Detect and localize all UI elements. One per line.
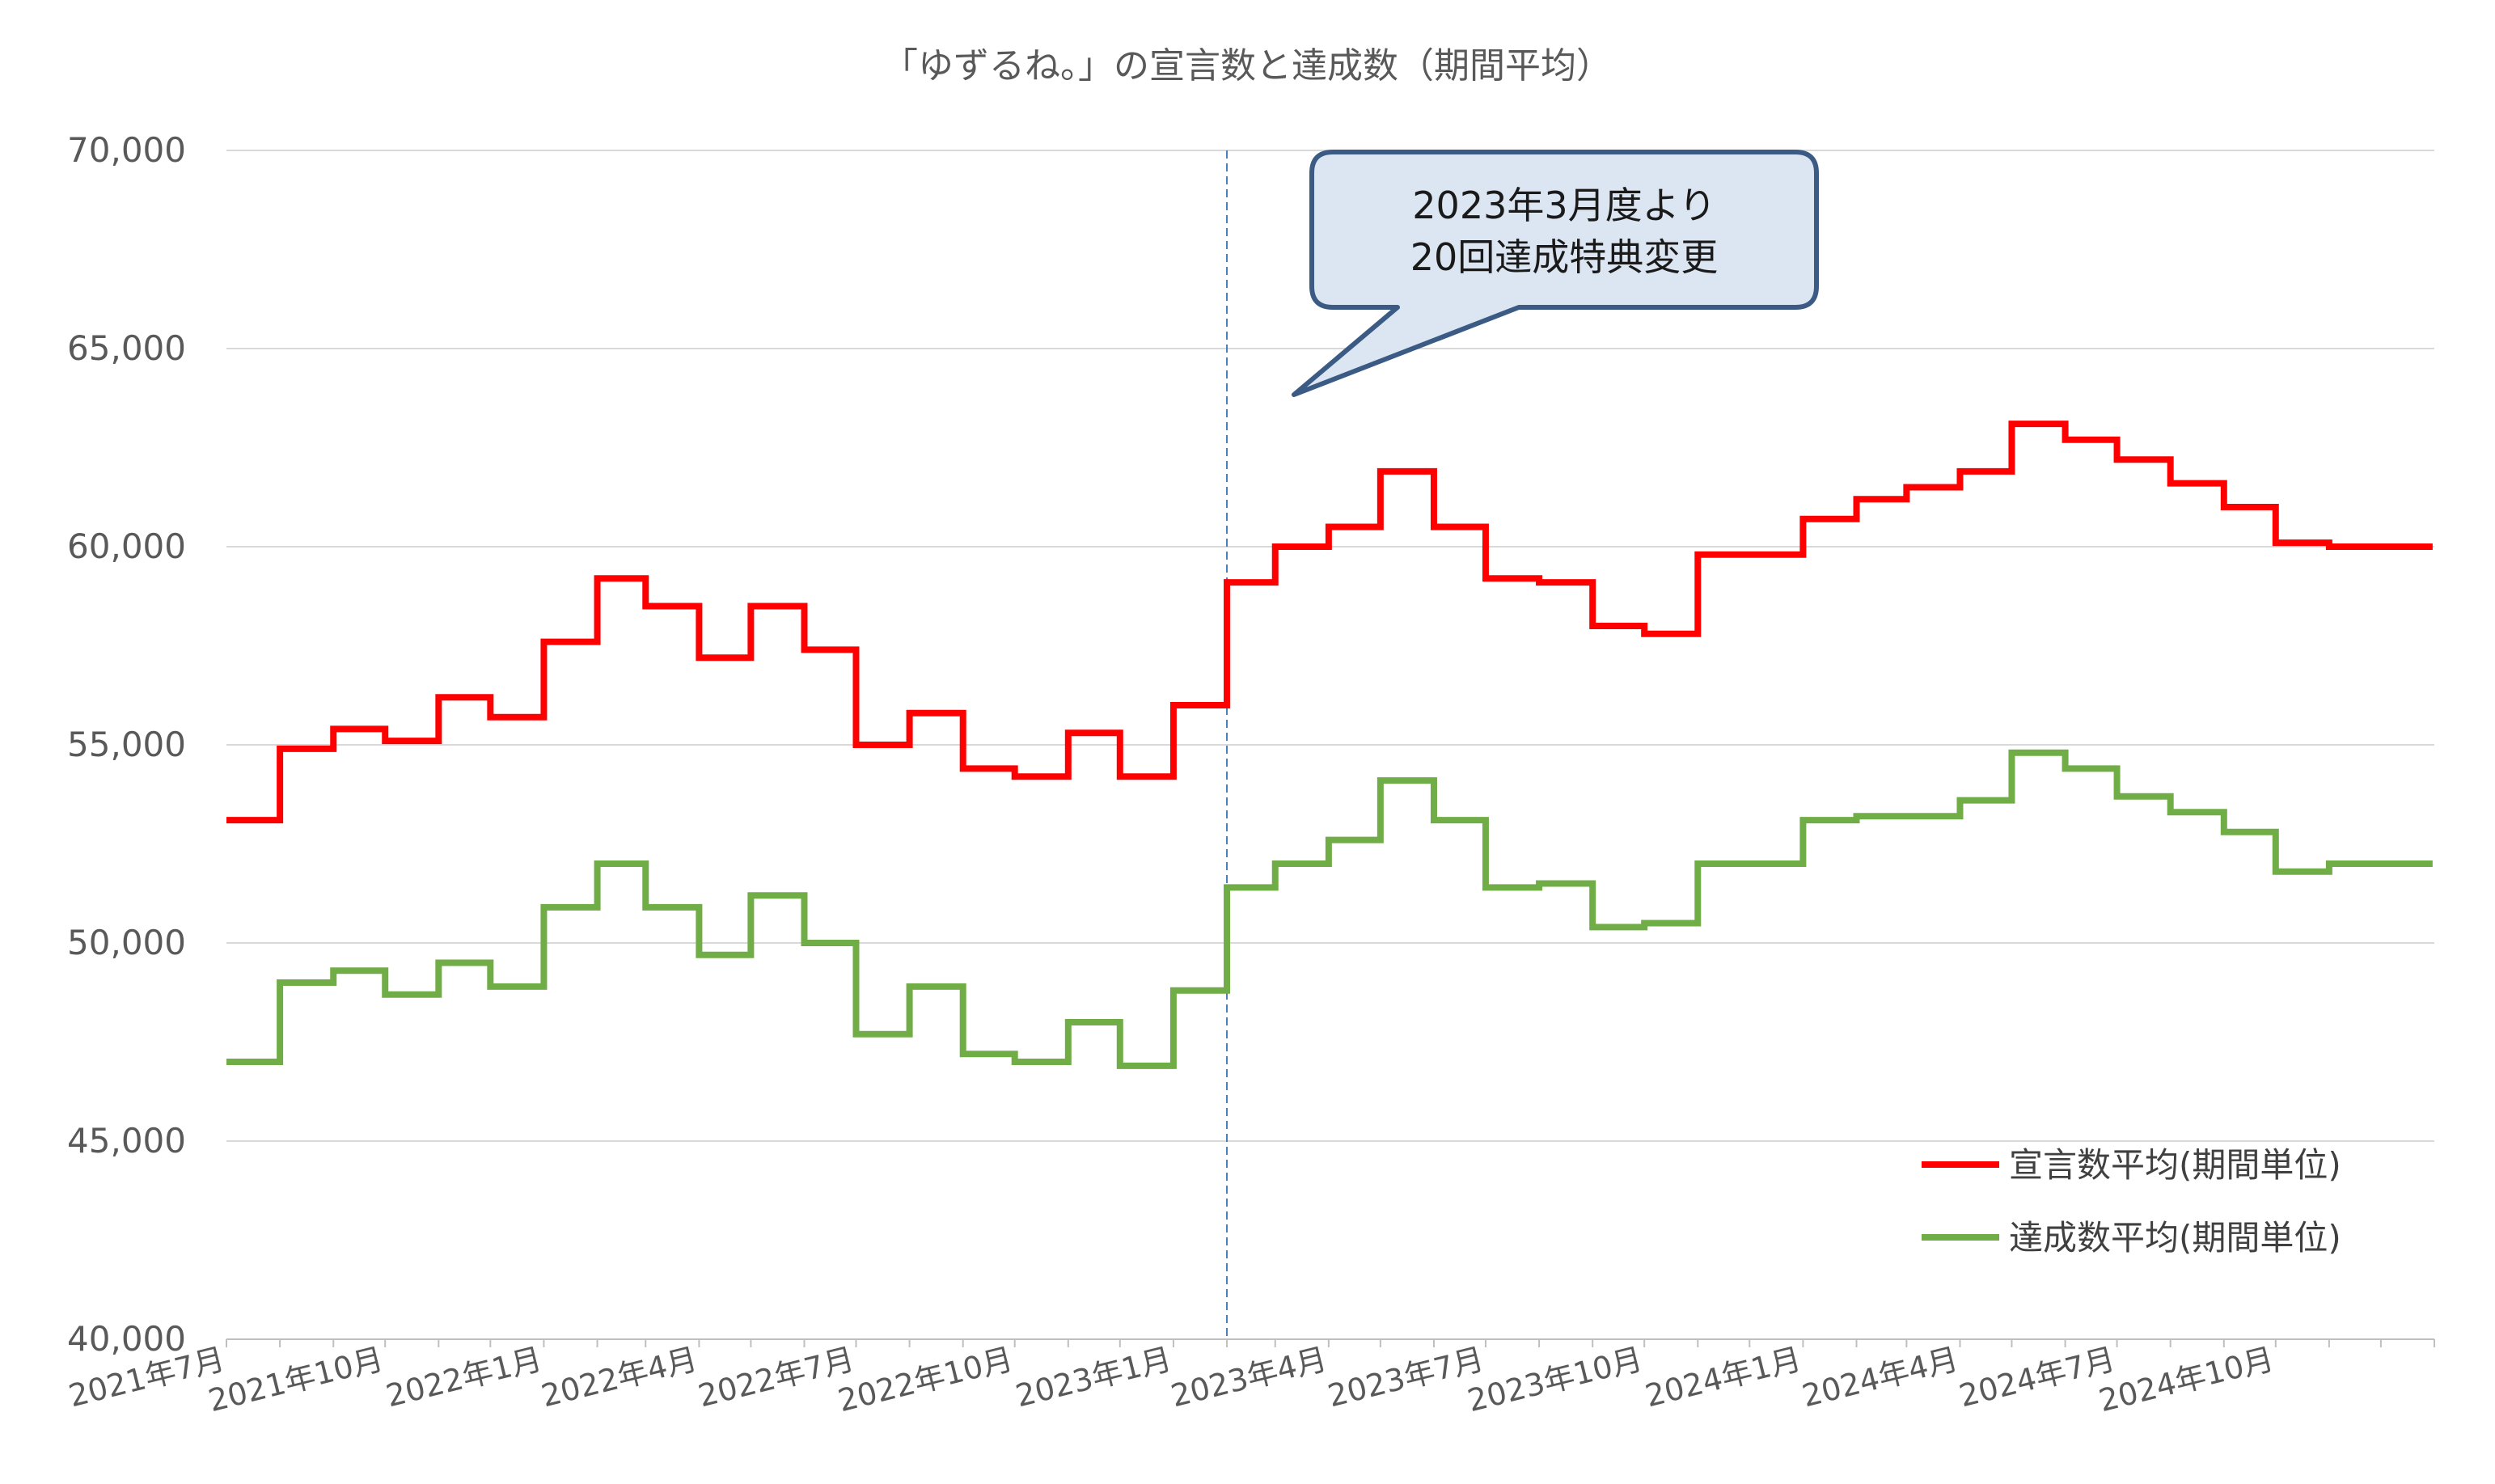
x-tick-label: 2022年4月: [538, 1341, 701, 1414]
y-tick-label: 55,000: [67, 725, 186, 764]
y-tick-label: 60,000: [67, 526, 186, 566]
series-layer: [226, 421, 2433, 1069]
callout-line-1: 2023年3月度より: [1412, 184, 1715, 227]
x-tick-label: 2023年1月: [1012, 1341, 1175, 1414]
y-tick-label: 40,000: [67, 1319, 186, 1359]
legend-label-declaration: 宣言数平均(期間単位): [2009, 1145, 2341, 1185]
y-tick-label: 50,000: [67, 923, 186, 962]
y-tick-label: 65,000: [67, 328, 186, 368]
x-tick-label: 2022年7月: [695, 1341, 858, 1414]
legend: 宣言数平均(期間単位) 達成数平均(期間単位): [1922, 1145, 2341, 1258]
annotation-callout: 2023年3月度より 20回達成特典変更: [1292, 150, 1819, 397]
x-tick-label: 2023年7月: [1324, 1341, 1487, 1414]
x-axis: 2021年7月2021年10月2022年1月2022年4月2022年7月2022…: [65, 1338, 2435, 1418]
callout-box: [1292, 150, 1819, 397]
x-tick-label: 2021年10月: [205, 1341, 387, 1418]
x-tick-label: 2023年4月: [1167, 1341, 1330, 1414]
series-line-0: [226, 421, 2433, 824]
legend-label-achievement: 達成数平均(期間単位): [2009, 1218, 2341, 1258]
y-axis: 40,000 45,000 50,000 55,000 60,000 65,000 70,0…: [67, 130, 186, 1359]
x-tick-label: 2023年10月: [1464, 1341, 1646, 1418]
y-tick-label: 45,000: [67, 1121, 186, 1161]
x-tick-label: 2024年4月: [1799, 1341, 1962, 1414]
callout-line-2: 20回達成特典変更: [1410, 235, 1719, 279]
x-tick-label: 2022年10月: [835, 1341, 1017, 1418]
y-tick-label: 70,000: [67, 130, 186, 170]
x-tick-label: 2024年7月: [1956, 1341, 2119, 1414]
x-tick-label: 2024年1月: [1642, 1341, 1805, 1414]
chart-title: 「ゆずるね。」の宣言数と達成数（期間平均）: [882, 45, 1612, 87]
x-tick-label: 2024年10月: [2095, 1341, 2277, 1418]
x-tick-label: 2022年1月: [383, 1341, 546, 1414]
series-line-1: [226, 749, 2433, 1069]
